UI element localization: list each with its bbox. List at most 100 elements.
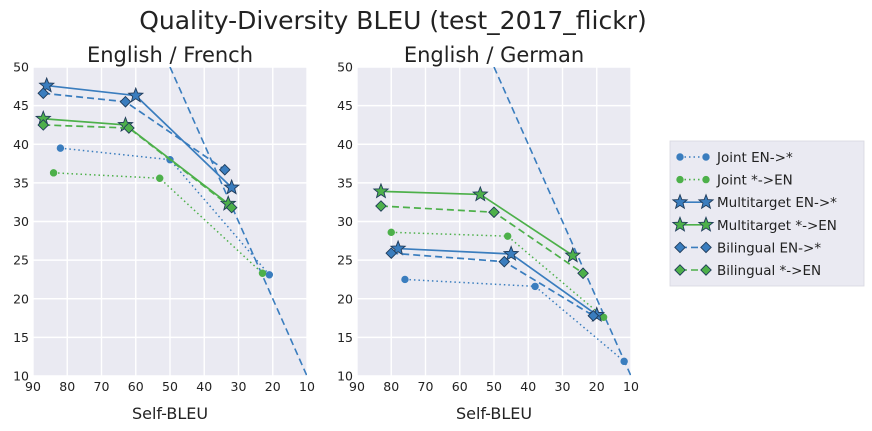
data-point	[502, 245, 520, 262]
data-point	[498, 255, 511, 268]
data-point	[577, 267, 589, 280]
x-tick-label: 40	[520, 379, 536, 394]
reference-line	[169, 67, 307, 376]
plot-area	[34, 67, 307, 376]
y-tick-label: 50	[337, 60, 353, 75]
legend-label: Joint EN->*	[716, 150, 793, 166]
x-axis-label: Self-BLEU	[132, 404, 208, 423]
legend-label: Joint *->EN	[716, 173, 793, 189]
x-tick-label: 80	[383, 379, 399, 394]
y-tick-label: 20	[13, 291, 29, 306]
legend-entry-multitarget-en: Multitarget EN->*	[671, 193, 837, 211]
x-tick-label: 60	[452, 379, 468, 394]
plot-area	[372, 67, 631, 376]
y-tick-label: 10	[13, 369, 29, 384]
legend: Joint EN->* Joint *->EN Multitarget EN->* M…	[669, 140, 865, 287]
data-point	[156, 174, 164, 182]
chart-title: Quality-Diversity BLEU (test_2017_flickr…	[139, 6, 647, 35]
series-bilingual-en	[37, 87, 231, 176]
reference-line	[493, 67, 631, 376]
series-line	[43, 124, 233, 209]
x-tick-label: 20	[589, 379, 605, 394]
panel-title: English / German	[404, 43, 584, 67]
panel-english-french: 10 15 20 25 30 35 40 45 50 90 80 70 60 50 40 30 20 10 Engl…	[13, 43, 315, 423]
y-tick-label: 15	[13, 330, 29, 345]
data-point	[223, 178, 240, 195]
legend-marker	[697, 216, 715, 232]
data-point	[488, 206, 500, 219]
data-point	[38, 76, 56, 93]
legend-marker	[702, 175, 710, 184]
legend-marker	[700, 264, 712, 276]
x-tick-label: 30	[231, 379, 247, 394]
series-multitarget-en	[372, 182, 582, 263]
x-tick-label: 70	[418, 379, 434, 394]
data-point	[387, 228, 395, 237]
x-tick-label: 80	[59, 379, 75, 394]
data-point	[401, 275, 409, 284]
legend-marker	[676, 175, 684, 184]
data-point	[265, 271, 274, 279]
data-point	[372, 182, 390, 199]
x-tick-label: 10	[623, 379, 639, 394]
data-point	[620, 357, 628, 366]
legend-label: Bilingual EN->*	[717, 240, 821, 256]
data-point	[471, 185, 489, 202]
legend-entry-bilingual-en: Bilingual *->EN	[674, 263, 821, 279]
x-tick-label: 30	[555, 379, 571, 394]
data-point	[123, 122, 135, 134]
data-point	[37, 119, 50, 131]
legend-entry-multitarget-en: Multitarget *->EN	[671, 216, 837, 234]
series-line	[60, 147, 270, 276]
y-tick-label: 25	[337, 253, 353, 268]
legend-marker	[702, 153, 710, 161]
legend-entry-bilingual-en: Bilingual EN->*	[674, 240, 821, 256]
legend-marker	[674, 241, 686, 254]
x-axis-label: Self-BLEU	[456, 404, 532, 423]
legend-marker	[700, 241, 712, 254]
data-point	[389, 239, 407, 256]
x-tick-label: 70	[94, 379, 110, 394]
data-point	[49, 169, 58, 177]
x-tick-label: 50	[486, 379, 502, 394]
y-tick-label: 50	[13, 60, 29, 75]
y-tick-label: 40	[337, 137, 353, 152]
data-point	[258, 269, 267, 277]
data-point	[56, 144, 65, 152]
series-bilingual-en	[375, 200, 589, 280]
panels: 10 15 20 25 30 35 40 45 50 90 80 70 60 50 40 30 20 10 Engl…	[13, 43, 639, 423]
y-tick-label: 15	[337, 330, 353, 345]
x-tick-label: 20	[265, 379, 281, 394]
series-bilingual-en	[37, 119, 238, 214]
x-tick-label: 10	[299, 379, 315, 394]
legend-entry-joint-en: Joint EN->*	[676, 150, 793, 166]
y-tick-label: 40	[13, 137, 29, 152]
legend-marker	[697, 193, 715, 210]
x-tick-label: 90	[25, 379, 41, 394]
data-point	[37, 87, 50, 100]
series-joint-en	[387, 228, 608, 321]
panel-english-german: 10 15 20 25 30 35 40 45 50 90 80 70 60 50 40 30 20 10 Engl…	[337, 43, 639, 423]
legend-marker	[671, 216, 689, 232]
legend-frame	[669, 140, 865, 287]
legend-label: Bilingual *->EN	[717, 263, 821, 279]
y-tick-label: 35	[337, 175, 353, 190]
y-tick-label: 25	[13, 253, 29, 268]
y-tick-label: 10	[337, 369, 353, 384]
series-line	[404, 278, 625, 362]
series-bilingual-en	[385, 247, 600, 322]
legend-label: Multitarget EN->*	[717, 195, 837, 211]
series-multitarget-en	[38, 76, 240, 195]
y-tick-label: 45	[337, 98, 353, 113]
y-tick-label: 30	[337, 214, 353, 229]
x-tick-label: 90	[349, 379, 365, 394]
legend-marker	[671, 193, 689, 210]
legend-marker	[676, 153, 684, 161]
panel-title: English / French	[87, 43, 253, 67]
data-point	[564, 246, 582, 263]
data-point	[504, 232, 512, 240]
legend-label: Multitarget *->EN	[717, 218, 837, 234]
data-point	[119, 95, 132, 108]
x-tick-label: 40	[196, 379, 212, 394]
